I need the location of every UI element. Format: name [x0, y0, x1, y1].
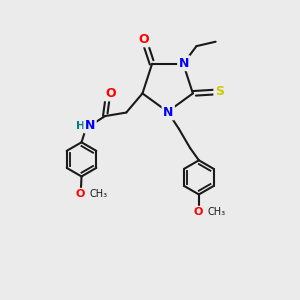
Text: O: O [76, 189, 85, 199]
Text: O: O [138, 33, 149, 46]
Text: O: O [194, 207, 203, 217]
Text: N: N [178, 57, 189, 70]
Text: H: H [76, 121, 85, 131]
Text: CH₃: CH₃ [89, 189, 107, 199]
Text: O: O [105, 87, 116, 100]
Text: N: N [163, 106, 173, 119]
Text: S: S [215, 85, 224, 98]
Text: N: N [85, 119, 95, 132]
Text: CH₃: CH₃ [207, 207, 225, 217]
